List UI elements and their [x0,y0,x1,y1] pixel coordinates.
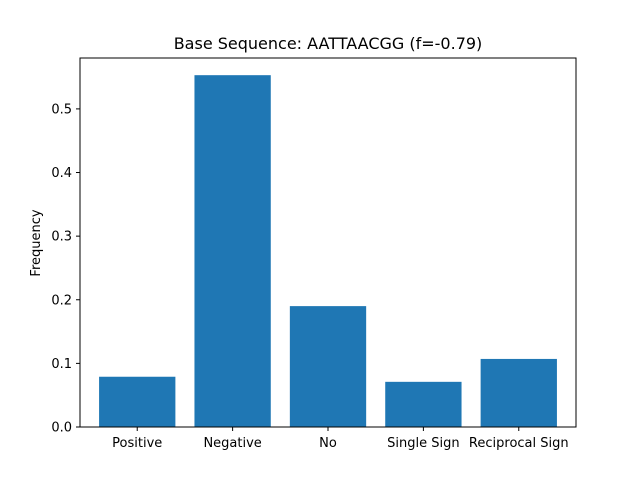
y-tick-label: 0.3 [51,230,72,245]
y-tick-label: 0.1 [51,357,72,372]
chart-title: Base Sequence: AATTAACGG (f=-0.79) [174,34,483,53]
bar-no [289,306,367,427]
y-tick-label: 0.2 [51,293,72,308]
y-axis-ticks: 0.0 0.1 0.2 0.3 0.4 0.5 [51,102,80,436]
bar-reciprocal-sign [480,358,557,427]
y-tick-label: 0.4 [51,166,72,181]
x-tick-label: No [319,436,337,451]
y-tick-label: 0.0 [51,421,72,436]
bar-single-sign [385,381,462,427]
x-axis-ticks: Positive Negative No Single Sign Reciprocal … [112,427,569,451]
y-axis-label: Frequency [29,209,44,276]
x-tick-label: Negative [203,436,261,451]
x-tick-label: Reciprocal Sign [469,436,569,451]
x-tick-label: Positive [112,436,162,451]
plot-frame [79,57,577,428]
y-tick-label: 0.5 [51,102,72,117]
bar-negative [194,75,271,428]
x-tick-label: Single Sign [387,436,459,451]
bar-positive [99,376,176,427]
bars-group [99,75,557,428]
